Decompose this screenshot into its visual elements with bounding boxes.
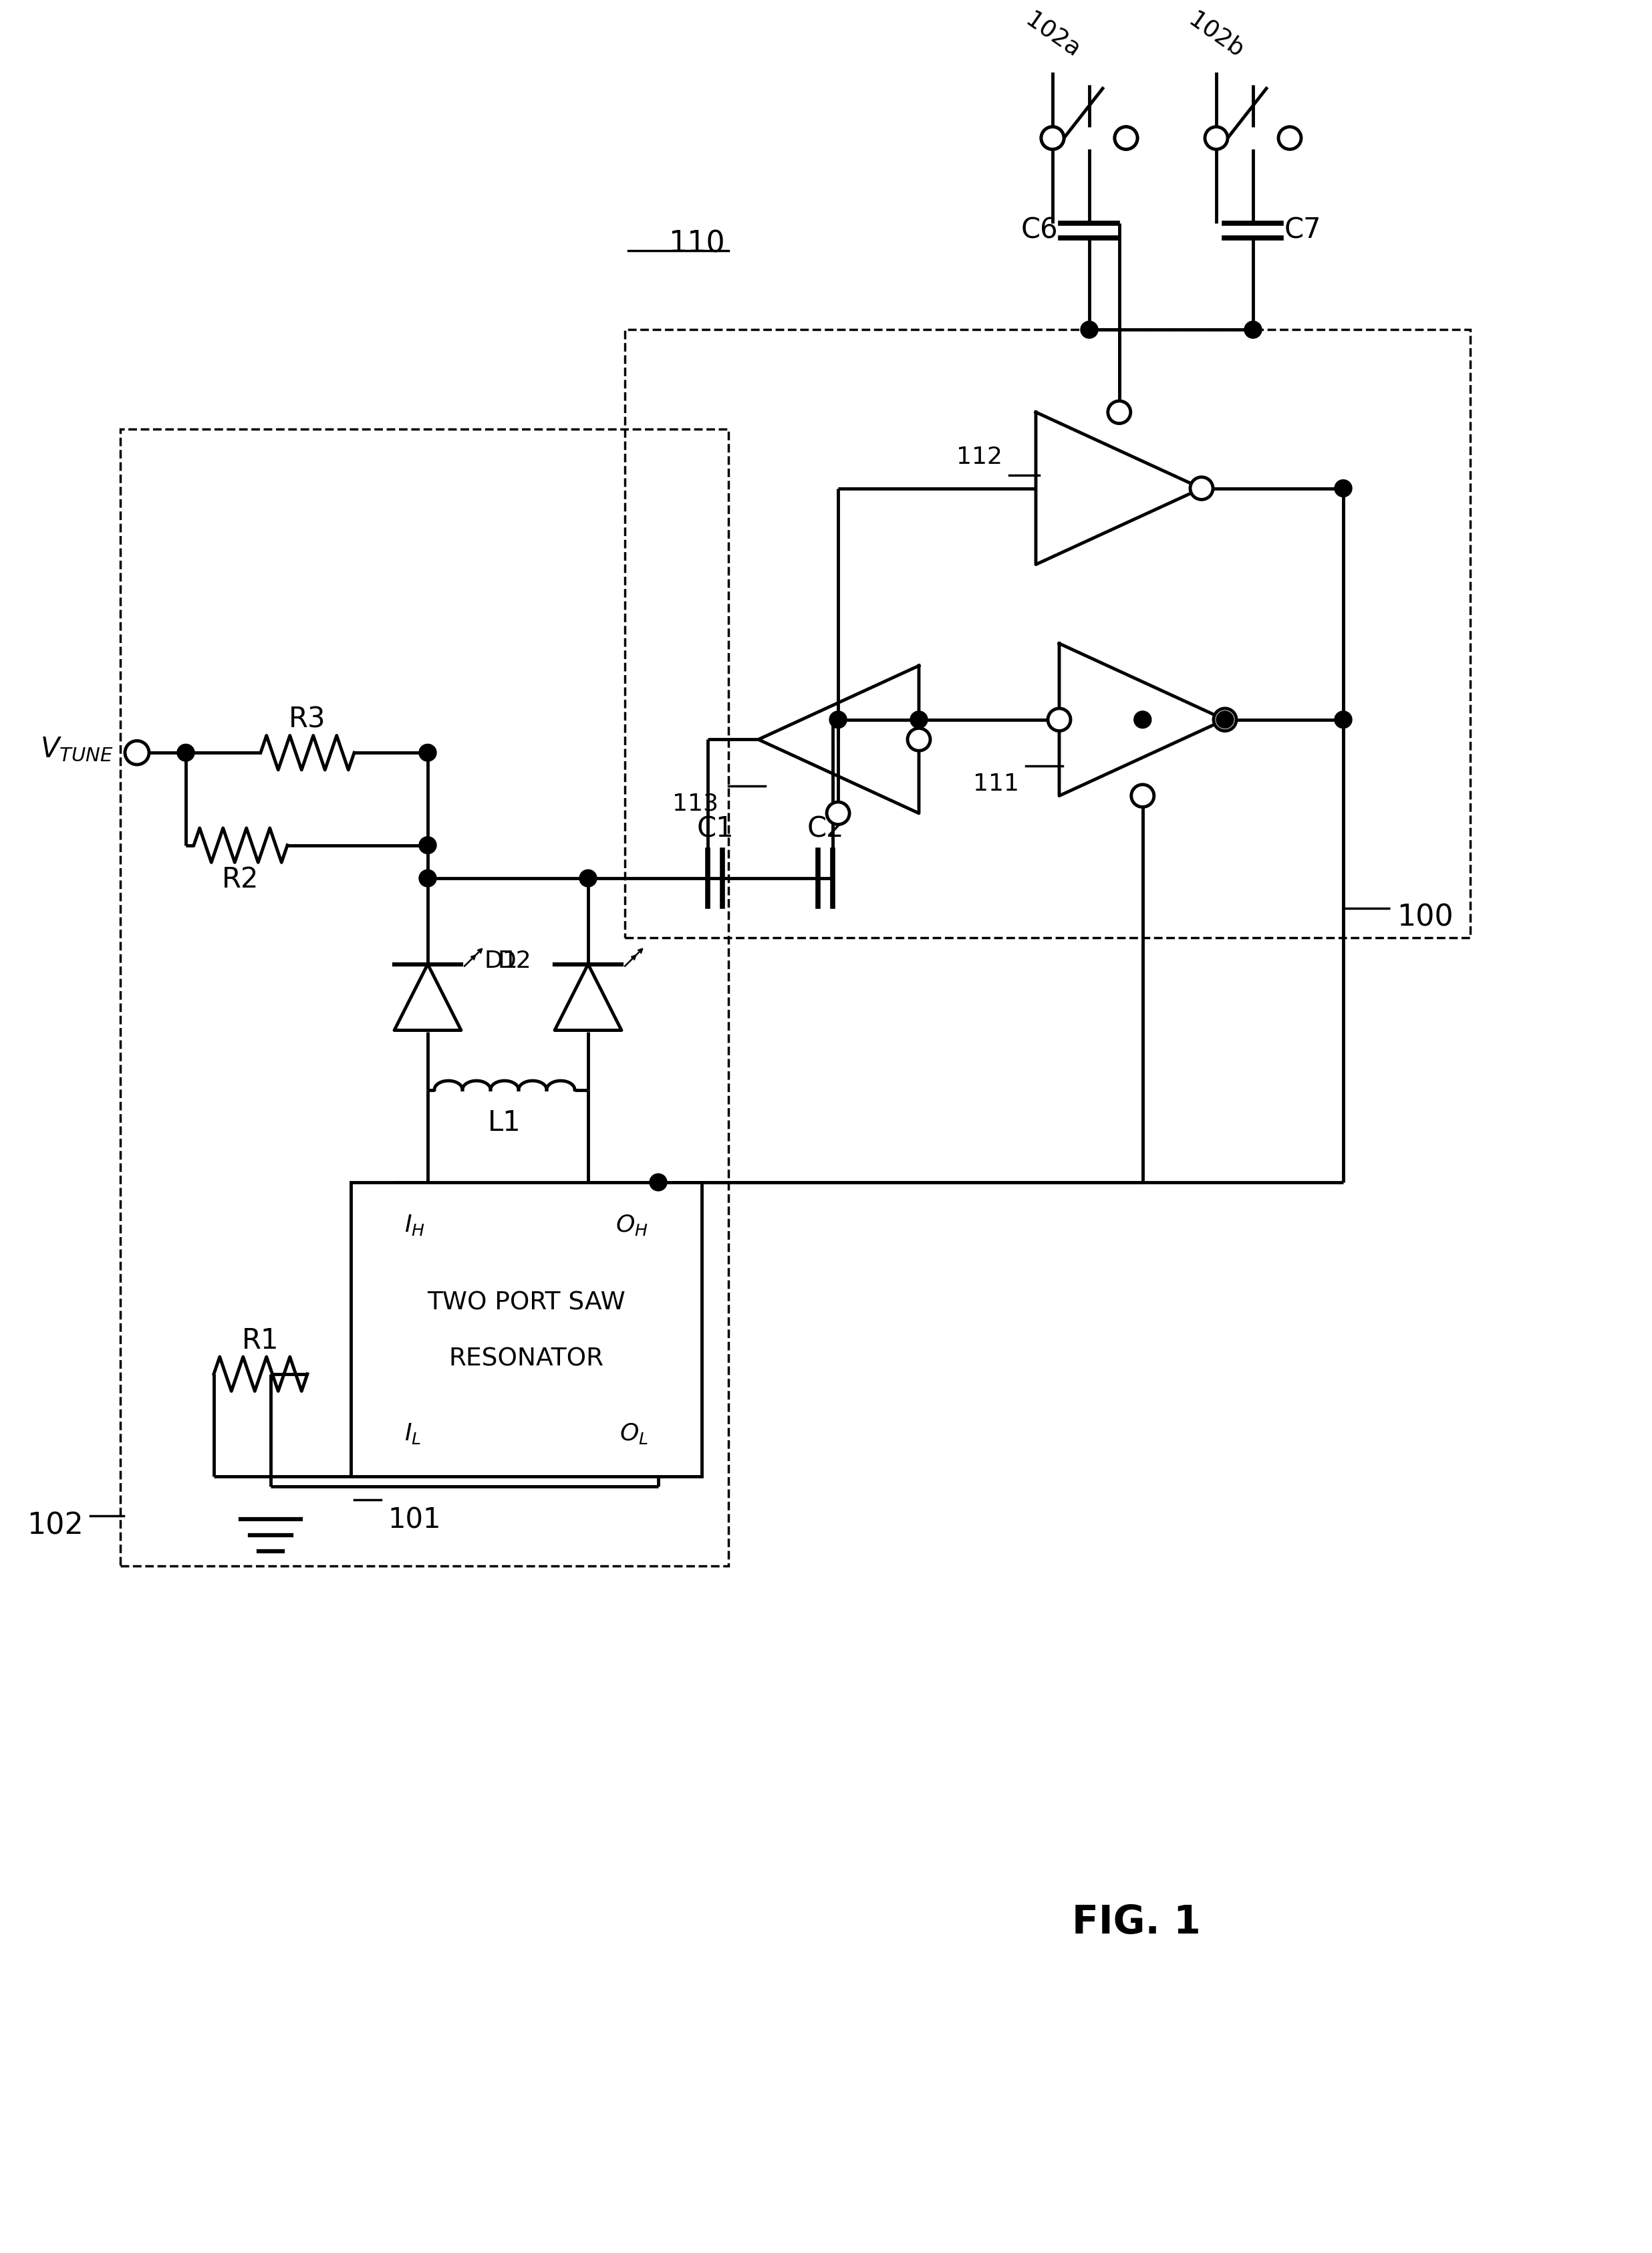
- Circle shape: [1244, 322, 1262, 338]
- Text: 111: 111: [973, 773, 1019, 795]
- Text: $O_L$: $O_L$: [620, 1422, 648, 1446]
- Circle shape: [907, 728, 930, 750]
- Circle shape: [1108, 401, 1130, 424]
- Text: 112: 112: [957, 446, 1003, 469]
- Circle shape: [420, 743, 436, 762]
- Circle shape: [1047, 707, 1070, 730]
- Circle shape: [580, 870, 596, 888]
- Circle shape: [1335, 480, 1351, 498]
- Text: 100: 100: [1396, 903, 1454, 933]
- Circle shape: [1279, 126, 1302, 149]
- Circle shape: [1041, 126, 1064, 149]
- Circle shape: [177, 743, 195, 762]
- Text: R2: R2: [221, 865, 259, 894]
- Circle shape: [1115, 126, 1138, 149]
- Text: 113: 113: [672, 793, 719, 816]
- Bar: [624, 329, 1470, 937]
- Circle shape: [1041, 126, 1064, 149]
- Text: FIG. 1: FIG. 1: [1072, 1904, 1201, 1942]
- Text: D2: D2: [497, 949, 532, 973]
- Text: L1: L1: [487, 1108, 520, 1138]
- Text: R1: R1: [243, 1327, 279, 1354]
- Circle shape: [829, 712, 847, 728]
- Text: C7: C7: [1284, 216, 1322, 246]
- Circle shape: [1133, 712, 1151, 728]
- Text: 102: 102: [26, 1512, 84, 1541]
- Circle shape: [1115, 126, 1138, 149]
- Circle shape: [126, 741, 149, 764]
- Text: 110: 110: [669, 230, 725, 259]
- Circle shape: [420, 836, 436, 854]
- Circle shape: [1080, 322, 1099, 338]
- Text: C6: C6: [1021, 216, 1057, 246]
- Circle shape: [1132, 784, 1155, 807]
- Circle shape: [649, 1174, 667, 1192]
- Circle shape: [826, 802, 849, 825]
- Circle shape: [910, 712, 927, 728]
- Text: $O_H$: $O_H$: [616, 1212, 648, 1237]
- Text: $V_{TUNE}$: $V_{TUNE}$: [40, 734, 114, 764]
- Text: TWO PORT SAW: TWO PORT SAW: [428, 1291, 626, 1316]
- Circle shape: [1216, 712, 1234, 728]
- Text: 101: 101: [388, 1507, 441, 1534]
- Text: R3: R3: [289, 705, 325, 734]
- Circle shape: [1335, 712, 1351, 728]
- Bar: [121, 428, 729, 1566]
- Text: D1: D1: [484, 949, 519, 973]
- Circle shape: [1214, 707, 1236, 730]
- Text: RESONATOR: RESONATOR: [449, 1347, 605, 1372]
- Circle shape: [1204, 126, 1227, 149]
- Circle shape: [420, 870, 436, 888]
- Text: $I_H$: $I_H$: [405, 1212, 425, 1237]
- Bar: [350, 1183, 702, 1476]
- Text: 102a: 102a: [1021, 9, 1084, 63]
- Text: C2: C2: [806, 816, 844, 843]
- Circle shape: [1189, 478, 1213, 500]
- Text: 102b: 102b: [1184, 9, 1247, 63]
- Text: C1: C1: [697, 816, 733, 843]
- Text: $I_L$: $I_L$: [405, 1422, 421, 1446]
